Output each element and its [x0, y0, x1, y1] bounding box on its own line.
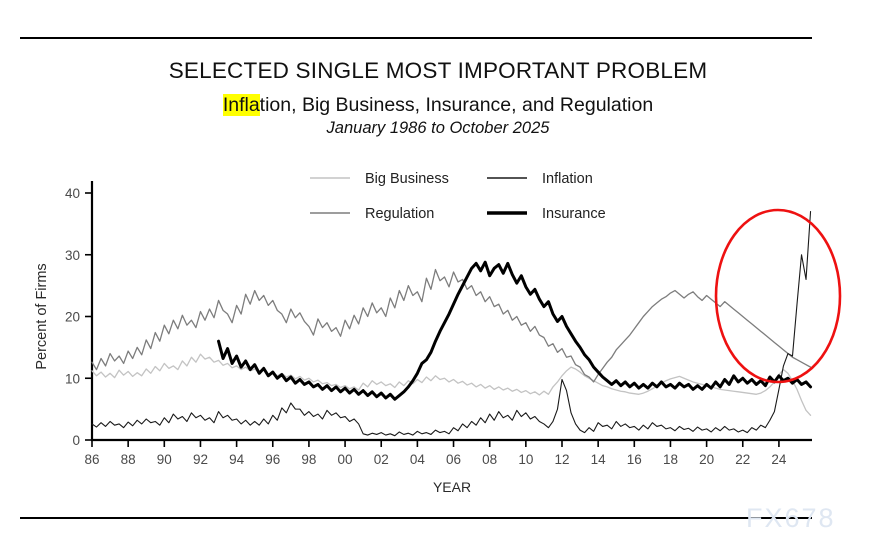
series-regulation [91, 268, 812, 383]
x-tick-label: 98 [301, 452, 316, 467]
y-axis-title: Percent of Firms [34, 263, 50, 369]
series-big-business [91, 353, 812, 416]
legend-label-insurance: Insurance [542, 206, 606, 222]
y-tick-label: 0 [72, 433, 80, 448]
inflation-spike-highlight [714, 208, 842, 384]
x-tick-label: 94 [229, 452, 245, 467]
x-tick-label: 12 [554, 452, 569, 467]
x-tick-label: 08 [482, 452, 497, 467]
top-divider-rule [20, 37, 812, 39]
x-tick-label: 88 [121, 452, 136, 467]
x-tick-label: 04 [410, 452, 426, 467]
series-insurance [217, 260, 813, 401]
series-inflation [91, 210, 812, 437]
x-tick-label: 14 [591, 452, 607, 467]
x-tick-label: 92 [193, 452, 208, 467]
x-tick-label: 22 [735, 452, 750, 467]
x-tick-label: 16 [627, 452, 642, 467]
y-tick-label: 20 [65, 310, 80, 325]
y-tick-label: 10 [65, 371, 80, 386]
x-tick-label: 10 [518, 452, 533, 467]
legend-label-big-business: Big Business [365, 171, 449, 187]
x-tick-label: 00 [338, 452, 353, 467]
x-axis-title: YEAR [433, 479, 471, 495]
x-tick-label: 96 [265, 452, 280, 467]
x-tick-label: 24 [771, 452, 787, 467]
chart-svg: 0 10 20 30 40 86 88 90 92 94 96 98 00 02 04 06 08 10 12 14 1… [34, 171, 842, 495]
legend-label-inflation: Inflation [542, 171, 593, 187]
x-tick-label: 86 [84, 452, 99, 467]
x-tick-label: 06 [446, 452, 461, 467]
watermark-fx678: FX678 [746, 503, 836, 533]
legend-label-regulation: Regulation [365, 206, 434, 222]
y-tick-label: 40 [65, 186, 80, 201]
x-tick-label: 90 [157, 452, 172, 467]
x-tick-label: 02 [374, 452, 389, 467]
x-tick-label: 20 [699, 452, 714, 467]
x-tick-label: 18 [663, 452, 678, 467]
y-tick-label: 30 [65, 248, 80, 263]
bottom-divider-rule [20, 517, 812, 519]
